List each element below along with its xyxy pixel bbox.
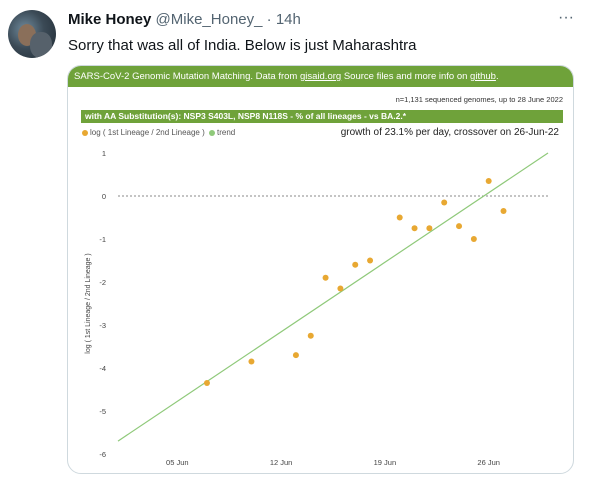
data-point — [367, 257, 374, 264]
legend-series-label: log ( 1st Lineage / 2nd Lineage ) — [90, 128, 205, 137]
y-tick-label: -5 — [99, 407, 106, 416]
chart-title-prefix: SARS-CoV-2 Genomic Mutation Matching. Da… — [74, 71, 300, 82]
data-point — [292, 352, 299, 359]
y-tick-label: -3 — [99, 321, 106, 330]
y-tick-label: -2 — [99, 278, 106, 287]
avatar-figure-2 — [30, 32, 52, 58]
x-tick-label: 26 Jun — [477, 458, 500, 467]
data-point — [411, 225, 418, 232]
data-point — [426, 225, 433, 232]
y-tick-label: 0 — [102, 192, 106, 201]
data-point — [470, 236, 477, 242]
x-tick-label: 19 Jun — [374, 458, 397, 467]
legend-series-dot — [82, 129, 88, 136]
x-tick-label: 05 Jun — [166, 458, 189, 467]
data-point — [396, 214, 403, 221]
avatar[interactable] — [8, 10, 56, 58]
y-tick-label: -6 — [99, 450, 106, 459]
legend-trend-label: trend — [216, 128, 236, 137]
y-tick-label: -1 — [99, 235, 106, 244]
data-point — [307, 332, 314, 339]
separator: · — [266, 11, 272, 28]
y-tick-label: 1 — [102, 149, 106, 158]
media-card[interactable]: SARS-CoV-2 Genomic Mutation Matching. Da… — [67, 65, 574, 474]
chart-meta: n=1,131 sequenced genomes, up to 28 June… — [395, 95, 563, 104]
data-point — [352, 261, 359, 268]
github-link[interactable]: github — [470, 71, 496, 82]
data-point — [248, 358, 255, 365]
chart-legend: log ( 1st Lineage / 2nd Lineage ) trend — [82, 128, 235, 137]
y-axis-label: log ( 1st Lineage / 2nd Lineage ) — [85, 253, 92, 353]
timestamp[interactable]: 14h — [275, 11, 301, 28]
legend-trend-dot — [208, 129, 215, 136]
growth-note: growth of 23.1% per day, crossover on 26… — [340, 127, 559, 138]
chart-title-suffix: . — [495, 71, 499, 82]
data-point — [337, 285, 344, 292]
more-options-icon[interactable]: ··· — [558, 9, 574, 26]
y-tick-label: -4 — [99, 364, 106, 373]
data-point — [203, 380, 210, 387]
author-name[interactable]: Mike Honey — [68, 11, 152, 28]
data-point — [485, 177, 492, 184]
tweet-header: Mike Honey @Mike_Honey_ · 14h — [68, 11, 301, 28]
chart-title-mid: Source files and more info on — [341, 71, 471, 82]
tweet-text: Sorry that was all of India. Below is ju… — [68, 37, 417, 54]
data-point — [456, 223, 463, 230]
chart-plot: 1 0 -1 -2 -3 -4 -5 -6 log ( 1st Lineage / 2nd Li… — [85, 149, 549, 467]
chart-title-bar: SARS-CoV-2 Genomic Mutation Matching. Da… — [68, 66, 573, 87]
data-point — [322, 274, 329, 281]
data-point — [500, 208, 507, 215]
author-handle[interactable]: @Mike_Honey_ — [155, 11, 263, 28]
trend-line — [117, 152, 549, 442]
mutation-band: with AA Substitution(s): NSP3 S403L, NSP… — [81, 110, 563, 123]
x-tick-label: 12 Jun — [270, 458, 293, 467]
gisaid-link[interactable]: gisaid.org — [299, 71, 342, 82]
data-point — [441, 199, 448, 206]
